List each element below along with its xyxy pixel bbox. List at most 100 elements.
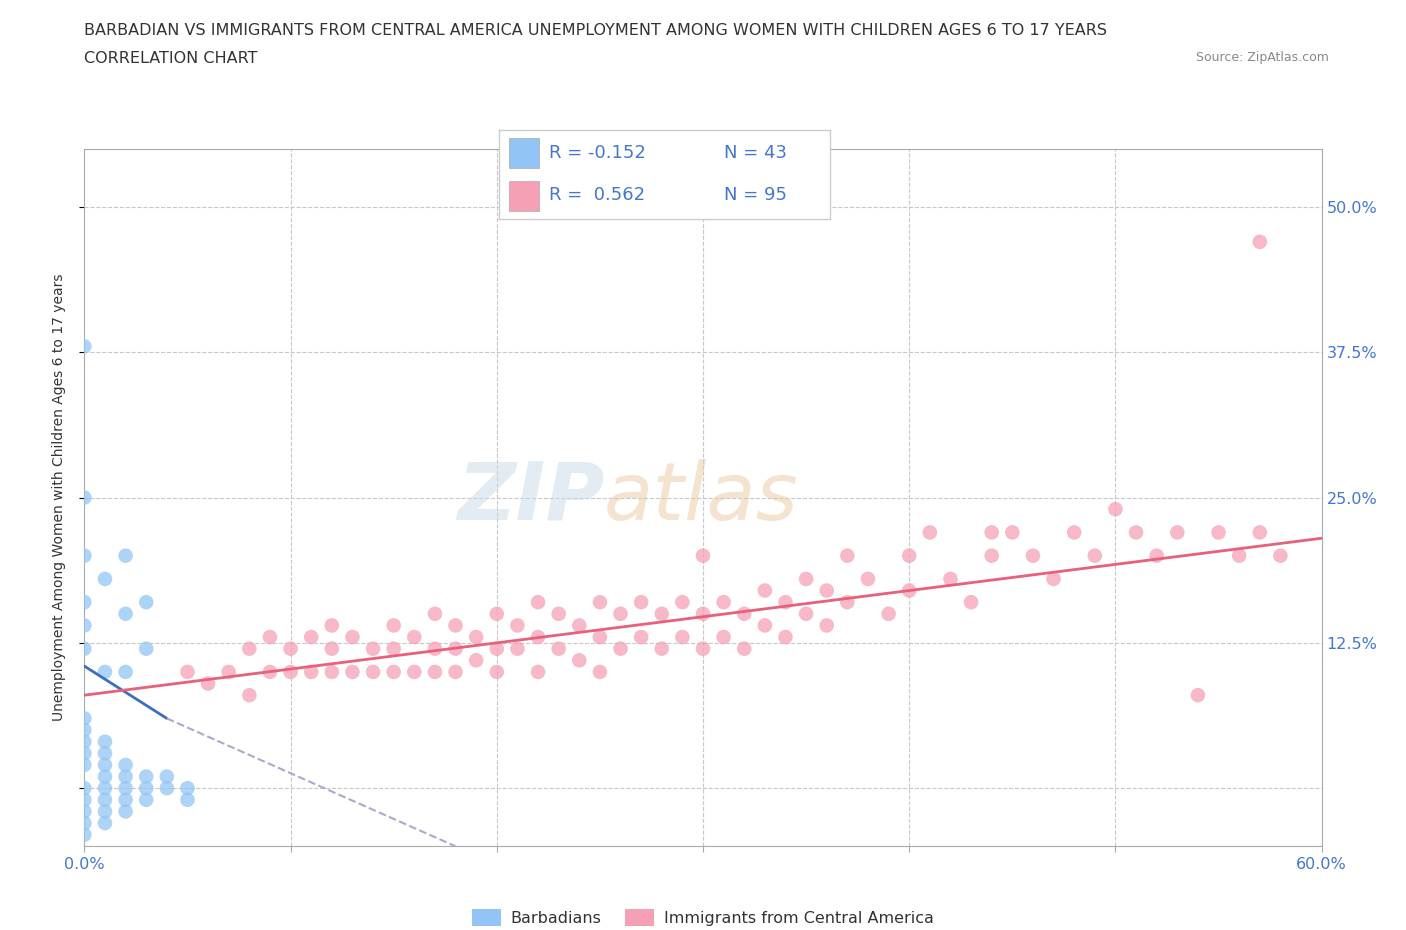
Point xyxy=(135,769,157,784)
Point xyxy=(754,618,776,633)
Point xyxy=(321,642,343,657)
Point xyxy=(1042,571,1064,587)
Point xyxy=(280,642,302,657)
Point xyxy=(877,606,900,621)
Point xyxy=(651,642,673,657)
Point xyxy=(114,606,136,621)
Point xyxy=(280,665,302,680)
Point xyxy=(444,665,467,680)
Point xyxy=(609,606,631,621)
Point xyxy=(114,549,136,564)
Point xyxy=(547,642,569,657)
Point xyxy=(94,781,117,796)
Point xyxy=(775,595,797,610)
Point xyxy=(527,595,550,610)
Point xyxy=(589,665,612,680)
Point xyxy=(404,630,426,644)
Point xyxy=(73,339,96,354)
Point xyxy=(94,665,117,680)
Point xyxy=(382,642,405,657)
Point xyxy=(527,630,550,644)
Point xyxy=(1227,549,1250,564)
Point xyxy=(465,653,488,668)
Point xyxy=(568,618,591,633)
Point xyxy=(692,606,714,621)
Point xyxy=(299,630,322,644)
Point xyxy=(73,642,96,657)
Text: R = -0.152: R = -0.152 xyxy=(548,144,645,162)
Point xyxy=(114,792,136,807)
Point xyxy=(73,618,96,633)
Point xyxy=(485,642,508,657)
Point xyxy=(568,653,591,668)
Point xyxy=(135,792,157,807)
Point xyxy=(527,665,550,680)
Point xyxy=(423,606,446,621)
Point xyxy=(589,595,612,610)
Point xyxy=(939,571,962,587)
Point xyxy=(1146,549,1168,564)
Point xyxy=(1125,525,1147,540)
Point xyxy=(651,606,673,621)
Point xyxy=(218,665,240,680)
Point xyxy=(321,665,343,680)
Point xyxy=(609,642,631,657)
Point xyxy=(361,665,384,680)
Point xyxy=(465,630,488,644)
Point xyxy=(837,595,859,610)
Point xyxy=(1187,688,1209,703)
Point xyxy=(73,746,96,761)
Point xyxy=(444,618,467,633)
Point xyxy=(114,757,136,772)
Point xyxy=(73,781,96,796)
Point xyxy=(94,816,117,830)
Point xyxy=(815,583,838,598)
Point xyxy=(423,665,446,680)
Bar xyxy=(509,180,538,210)
Text: CORRELATION CHART: CORRELATION CHART xyxy=(84,51,257,66)
Point xyxy=(259,630,281,644)
Point xyxy=(94,769,117,784)
Point xyxy=(361,642,384,657)
Point xyxy=(382,618,405,633)
Point xyxy=(775,630,797,644)
Point xyxy=(382,665,405,680)
Point xyxy=(547,606,569,621)
Text: R =  0.562: R = 0.562 xyxy=(548,186,645,205)
Point xyxy=(342,630,364,644)
Point xyxy=(898,549,921,564)
Point xyxy=(73,816,96,830)
Point xyxy=(754,583,776,598)
Point xyxy=(506,642,529,657)
Point xyxy=(176,665,198,680)
Point xyxy=(73,804,96,819)
Point xyxy=(794,606,817,621)
Point xyxy=(73,757,96,772)
Point xyxy=(156,769,179,784)
Point xyxy=(485,606,508,621)
Point xyxy=(980,525,1002,540)
Point xyxy=(404,665,426,680)
Point xyxy=(94,757,117,772)
Point xyxy=(794,571,817,587)
Point xyxy=(135,642,157,657)
Point xyxy=(94,804,117,819)
Point xyxy=(1249,525,1271,540)
Point xyxy=(176,781,198,796)
Point xyxy=(733,642,755,657)
Point xyxy=(589,630,612,644)
Point xyxy=(837,549,859,564)
Point xyxy=(1249,234,1271,249)
Bar xyxy=(509,139,538,168)
Point xyxy=(898,583,921,598)
Point xyxy=(918,525,941,540)
Point xyxy=(135,595,157,610)
Point xyxy=(692,549,714,564)
Point xyxy=(342,665,364,680)
Point xyxy=(94,746,117,761)
Point xyxy=(238,688,260,703)
Point xyxy=(856,571,879,587)
Point xyxy=(671,595,693,610)
Text: N = 95: N = 95 xyxy=(724,186,787,205)
Point xyxy=(94,571,117,587)
